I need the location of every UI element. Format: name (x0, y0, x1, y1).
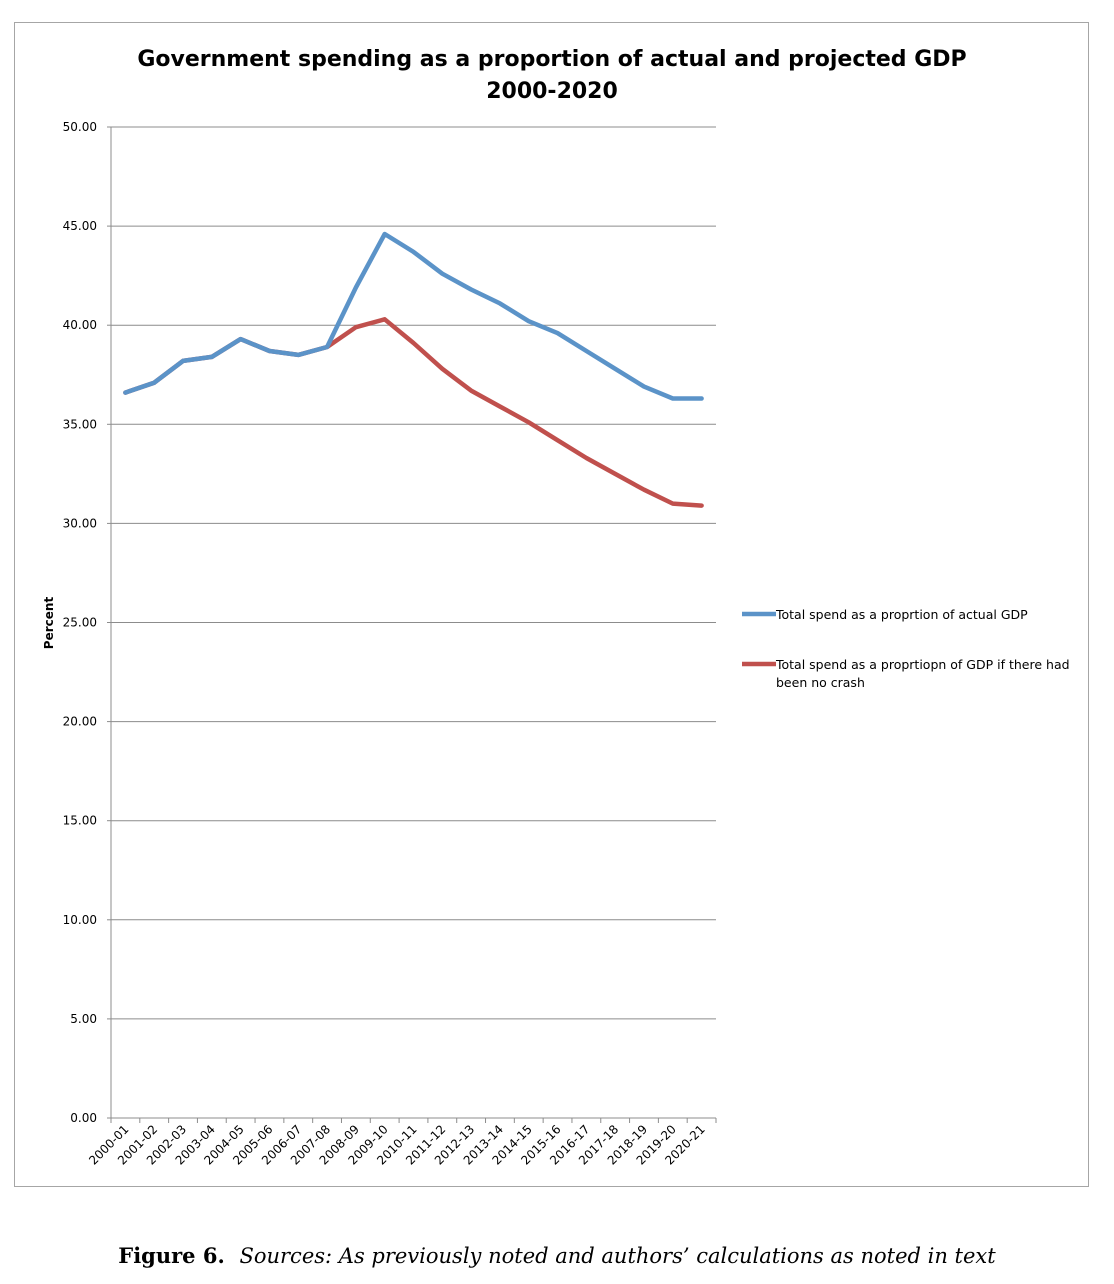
series-line-1 (123, 231, 704, 401)
legend: Total spend as a proprtion of actual GDP… (742, 607, 1070, 690)
y-tick-label: 40.00 (63, 318, 97, 332)
chart-frame: Government spending as a proportion of a… (14, 22, 1089, 1187)
y-tick-label: 0.00 (70, 1111, 97, 1125)
y-tick-label: 20.00 (63, 715, 97, 729)
y-tick-label: 45.00 (63, 219, 97, 233)
y-tick-label: 10.00 (63, 913, 97, 927)
figure-caption-text: Sources: As previously noted and authors… (239, 1244, 996, 1268)
line-chart: Government spending as a proportion of a… (42, 47, 1070, 1168)
figure-caption: Figure 6. Sources: As previously noted a… (0, 1243, 1114, 1268)
y-tick-label: 25.00 (63, 616, 97, 630)
figure-number: Figure 6. (118, 1243, 225, 1268)
series-line-2 (123, 317, 704, 508)
gridlines (111, 126, 716, 1020)
y-tick-label: 5.00 (70, 1012, 97, 1026)
y-tick-label: 35.00 (63, 417, 97, 431)
data-series (123, 231, 704, 508)
legend-label-2: Total spend as a proprtiopn of GDP if th… (775, 657, 1070, 672)
y-axis-ticks: 0.00 5.00 10.00 15.00 20.00 25.00 30.00 35.00 40… (63, 120, 111, 1125)
x-axis-ticks: 2000-012001-022002-032003-042004-052005-… (86, 1118, 717, 1168)
chart-title: Government spending as a proportion of a… (137, 47, 966, 72)
y-tick-label: 30.00 (63, 516, 97, 530)
legend-label-2: been no crash (776, 675, 865, 690)
chart-subtitle: 2000-2020 (486, 79, 618, 104)
y-tick-label: 15.00 (63, 814, 97, 828)
y-tick-label: 50.00 (63, 120, 97, 134)
legend-label-1: Total spend as a proprtion of actual GDP (775, 607, 1028, 622)
y-axis-label: Percent (42, 597, 56, 650)
